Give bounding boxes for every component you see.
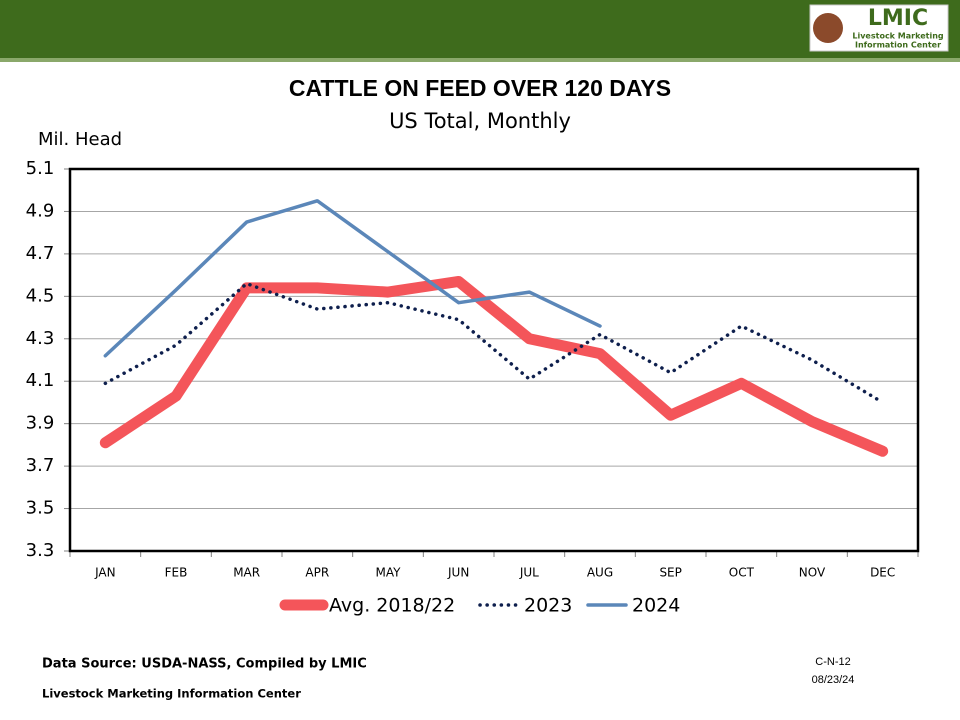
y-tick-label: 5.1	[26, 158, 55, 179]
org-note: Livestock Marketing Information Center	[42, 687, 301, 701]
x-tick-label: DEC	[870, 566, 895, 580]
y-tick-label: 3.5	[26, 498, 55, 519]
x-tick-label: SEP	[659, 566, 681, 580]
x-tick-label: MAY	[376, 566, 402, 580]
x-tick-label: FEB	[165, 566, 188, 580]
header-rule	[0, 58, 960, 62]
x-tick-label: JUL	[519, 566, 539, 580]
y-tick-label: 4.3	[26, 328, 55, 349]
x-tick-label: JUN	[447, 566, 469, 580]
header-band	[0, 0, 960, 58]
chart-subtitle: US Total, Monthly	[389, 109, 571, 133]
chart-code: C-N-12	[815, 656, 850, 668]
y-tick-label: 4.9	[26, 200, 55, 221]
y-tick-label: 4.1	[26, 370, 55, 391]
legend-label: 2024	[632, 595, 680, 617]
logo-title: LMIC	[868, 6, 928, 31]
y-tick-label: 4.5	[26, 285, 55, 306]
legend-label: 2023	[524, 595, 572, 617]
series-line	[103, 281, 885, 405]
y-tick-label: 3.3	[26, 540, 55, 561]
y-tick-label: 4.7	[26, 243, 55, 264]
x-tick-label: AUG	[587, 566, 613, 580]
x-tick-label: OCT	[729, 566, 755, 580]
source-note: Data Source: USDA-NASS, Compiled by LMIC	[42, 657, 367, 672]
series-line	[103, 199, 602, 358]
chart-date: 08/23/24	[812, 674, 855, 686]
y-tick-label: 3.9	[26, 413, 55, 434]
x-tick-label: JAN	[94, 566, 116, 580]
chart-title: CATTLE ON FEED OVER 120 DAYS	[289, 75, 671, 101]
x-tick-label: MAR	[233, 566, 260, 580]
legend-label: Avg. 2018/22	[329, 595, 455, 617]
logo-emblem	[813, 13, 843, 43]
x-tick-label: NOV	[799, 566, 826, 580]
logo-line: Information Center	[855, 41, 941, 50]
y-axis-label: Mil. Head	[38, 129, 122, 150]
plot-frame	[68, 167, 920, 553]
series-line	[99, 275, 889, 457]
x-tick-label: APR	[305, 566, 329, 580]
logo-line: Livestock Marketing	[852, 32, 944, 41]
y-tick-label: 3.7	[26, 455, 55, 476]
